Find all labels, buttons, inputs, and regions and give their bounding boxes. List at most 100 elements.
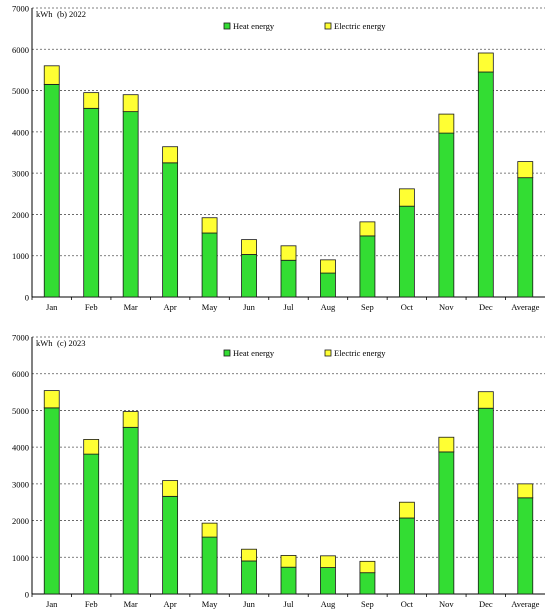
heat-bar-nov <box>438 451 455 595</box>
electric-bar-dec <box>477 52 494 73</box>
legend-label: Heat energy <box>233 348 275 358</box>
y-tick-label: 6000 <box>12 45 29 55</box>
x-tick-label: Dec <box>479 302 493 312</box>
heat-bar-sep <box>359 235 376 298</box>
x-tick-label: Nov <box>439 302 454 312</box>
x-tick-label: Jun <box>243 302 256 312</box>
heat-bar-jan <box>43 407 60 595</box>
x-tick-label: May <box>202 599 218 609</box>
electric-bar-oct <box>398 188 415 207</box>
heat-bar-may <box>201 232 218 298</box>
electric-bar-dec <box>477 391 494 409</box>
y-tick-label: 5000 <box>12 406 29 416</box>
electric-bar-aug <box>320 259 336 274</box>
legend-swatch-heat <box>223 22 231 30</box>
panel-title: (b) 2022 <box>57 9 86 19</box>
y-tick-label: 0 <box>25 293 29 303</box>
chart-panel-0: 0 1000 2000 3000 4000 5000 6000 7000 kWh (b) 2022… <box>12 4 545 312</box>
legend-label: Electric energy <box>334 21 386 31</box>
x-tick-label: Apr <box>163 599 176 609</box>
electric-bar-sep <box>359 221 376 237</box>
y-tick-label: 2000 <box>12 516 29 526</box>
legend-label: Heat energy <box>233 21 275 31</box>
electric-bar-jul <box>280 245 297 261</box>
heat-bar-nov <box>438 132 455 298</box>
heat-bar-jan <box>43 83 60 298</box>
electric-bar-may <box>201 217 218 234</box>
electric-bar-apr <box>162 146 179 164</box>
heat-bar-jul <box>280 259 297 298</box>
x-tick-label: Jan <box>46 302 58 312</box>
x-tick-label: Aug <box>321 599 336 609</box>
chart-panel-1: 0 1000 2000 3000 4000 5000 6000 7000 kWh (c) 2023… <box>12 333 545 609</box>
y-tick-label: 7000 <box>12 333 29 343</box>
x-tick-label: Jan <box>46 599 58 609</box>
y-tick-label: 4000 <box>12 127 29 137</box>
x-tick-label: Average <box>511 599 539 609</box>
electric-bar-jun <box>241 239 257 255</box>
heat-bar-average <box>517 497 534 595</box>
x-tick-label: Sep <box>361 599 374 609</box>
y-tick-label: 6000 <box>12 369 29 379</box>
heat-bar-oct <box>398 517 415 595</box>
electric-bar-nov <box>438 113 455 134</box>
y-tick-label: 0 <box>25 590 29 600</box>
x-tick-label: May <box>202 302 218 312</box>
x-tick-label: Average <box>511 302 539 312</box>
electric-bar-sep <box>359 560 376 574</box>
y-tick-label: 1000 <box>12 553 29 563</box>
electric-bar-may <box>201 522 218 538</box>
y-tick-label: 7000 <box>12 4 29 14</box>
electric-bar-mar <box>122 411 139 428</box>
heat-bar-oct <box>398 205 415 298</box>
y-tick-label: 4000 <box>12 443 29 453</box>
legend-label: Electric energy <box>334 348 386 358</box>
panel-title: (c) 2023 <box>57 338 86 348</box>
heat-bar-mar <box>122 426 139 595</box>
heat-bar-feb <box>83 453 100 595</box>
electric-bar-feb <box>83 439 100 455</box>
x-tick-label: Nov <box>439 599 454 609</box>
x-tick-label: Apr <box>163 302 176 312</box>
heat-bar-jun <box>241 254 257 298</box>
heat-bar-aug <box>320 567 336 595</box>
unit-label: kWh <box>36 338 53 348</box>
heat-bar-may <box>201 536 218 595</box>
y-tick-label: 3000 <box>12 479 29 489</box>
x-tick-label: Oct <box>401 599 414 609</box>
electric-bar-jun <box>241 548 257 562</box>
electric-bar-jan <box>43 390 60 409</box>
x-tick-label: Jun <box>243 599 256 609</box>
x-tick-label: Sep <box>361 302 374 312</box>
electric-bar-jul <box>280 555 297 568</box>
legend-swatch-heat <box>223 349 231 357</box>
heat-bar-jun <box>241 560 257 595</box>
heat-bar-apr <box>162 495 179 595</box>
heat-bar-mar <box>122 111 139 298</box>
electric-bar-feb <box>83 92 100 109</box>
x-tick-label: Dec <box>479 599 493 609</box>
electric-bar-average <box>517 483 534 499</box>
heat-bar-jul <box>280 566 297 595</box>
unit-label: kWh <box>36 9 53 19</box>
x-tick-label: Aug <box>321 302 336 312</box>
x-tick-label: Jul <box>284 302 295 312</box>
electric-bar-nov <box>438 436 455 453</box>
legend-swatch-electric <box>324 22 332 30</box>
heat-bar-average <box>517 177 534 298</box>
electric-bar-apr <box>162 480 179 497</box>
heat-bar-feb <box>83 107 100 298</box>
x-tick-label: Oct <box>401 302 414 312</box>
electric-bar-oct <box>398 501 415 519</box>
x-tick-label: Feb <box>85 302 98 312</box>
heat-bar-apr <box>162 162 179 298</box>
heat-bar-aug <box>320 272 336 298</box>
electric-bar-jan <box>43 65 60 85</box>
y-tick-label: 2000 <box>12 210 29 220</box>
x-tick-label: Mar <box>124 302 138 312</box>
heat-bar-dec <box>477 407 494 595</box>
electric-bar-aug <box>320 555 336 568</box>
x-tick-label: Feb <box>85 599 98 609</box>
x-tick-label: Jul <box>284 599 295 609</box>
